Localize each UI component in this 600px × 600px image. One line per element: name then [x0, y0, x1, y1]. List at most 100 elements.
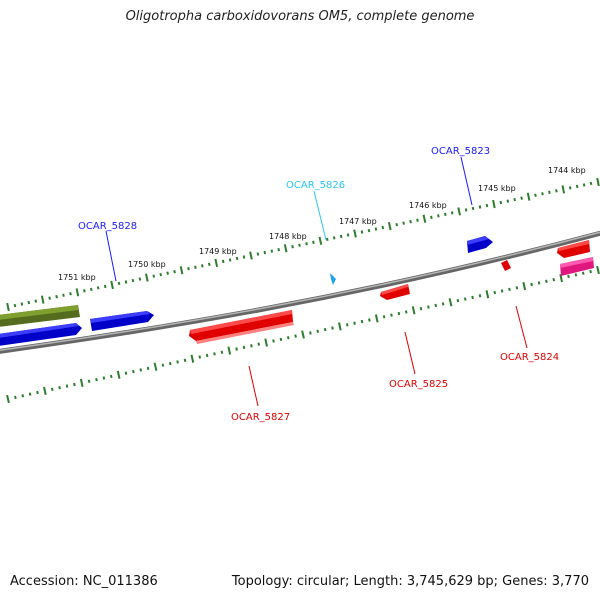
scale-tick: [50, 387, 54, 392]
scale-tick: [478, 294, 482, 298]
scale-tick: [13, 303, 17, 308]
scale-tick: [367, 228, 371, 233]
gene-red-right[interactable]: [557, 240, 590, 258]
scale-tick: [520, 196, 523, 200]
scale-tick: [242, 345, 246, 350]
scale-tick: [286, 336, 290, 340]
outer-scale-ticks: [6, 177, 600, 312]
leader-ocar-5827: [248, 365, 259, 407]
scale-tick: [437, 214, 440, 218]
scale-tick: [561, 185, 566, 194]
scale-tick: [492, 199, 496, 209]
gene-magenta[interactable]: [560, 257, 594, 276]
scale-tick: [346, 233, 350, 237]
scale-tick: [506, 199, 510, 203]
scale-tick: [58, 386, 61, 390]
scale-tick: [166, 271, 169, 275]
scale-tick: [301, 330, 305, 339]
scale-tick: [387, 221, 392, 231]
scale-tick: [508, 287, 511, 292]
gene-ocar-5828[interactable]: [90, 311, 154, 331]
scale-tick: [139, 368, 143, 372]
gene-label-ocar-5826: OCAR_5826: [286, 180, 345, 191]
scale-tick: [69, 292, 72, 296]
gene-ocar-5827[interactable]: [189, 310, 294, 344]
gene-ocar-5825[interactable]: [380, 284, 410, 300]
scale-tick: [589, 269, 592, 274]
scale-tick: [568, 186, 572, 190]
scale-tick: [256, 252, 260, 256]
scale-tick: [499, 200, 503, 205]
scale-tick: [235, 256, 239, 261]
scale-tick: [221, 259, 225, 264]
scale-tick: [397, 311, 401, 316]
scale-tick: [316, 329, 320, 333]
gene-olive[interactable]: [0, 305, 80, 327]
scale-tick: [596, 265, 600, 275]
scale-tick: [312, 240, 315, 244]
scale-tick: [353, 321, 356, 325]
scale-tick: [168, 361, 172, 366]
scale-tick: [220, 350, 224, 354]
scale-tick: [537, 281, 541, 285]
gene-ocar-5823[interactable]: [467, 236, 493, 253]
scale-tick: [331, 326, 334, 330]
scale-tick: [309, 331, 312, 335]
scale-tick: [456, 298, 460, 303]
scale-tick: [448, 298, 453, 307]
scale-tick: [326, 237, 329, 242]
scale-tick: [323, 327, 327, 332]
scale-tick: [242, 255, 246, 259]
gene-ocar-5826[interactable]: [330, 273, 336, 285]
scale-tick: [515, 286, 519, 290]
scale-tick: [153, 362, 158, 371]
scale-tick: [73, 382, 76, 387]
scale-tick: [279, 337, 283, 342]
scale-tick: [478, 205, 482, 209]
scale-tick: [40, 295, 45, 304]
scale-tick: [402, 221, 405, 225]
scale-tick: [360, 319, 364, 324]
scale-label-1746: 1746 kbp: [409, 201, 447, 210]
scale-tick: [294, 334, 297, 338]
scale-tick: [62, 293, 65, 297]
scale-tick: [187, 267, 190, 271]
scale-tick: [48, 296, 51, 300]
gene-label-ocar-5827: OCAR_5827: [231, 412, 290, 423]
scale-tick: [213, 352, 216, 356]
scale-tick: [430, 215, 433, 219]
genome-backbone: [0, 230, 600, 354]
scale-label-1745: 1745 kbp: [478, 184, 516, 193]
scale-tick: [457, 207, 461, 216]
scale-tick: [485, 290, 490, 299]
scale-tick: [485, 203, 489, 208]
scale-tick: [190, 354, 195, 363]
scale-label-1751: 1751 kbp: [58, 273, 96, 282]
scale-tick: [214, 258, 219, 268]
scale-tick: [173, 270, 176, 274]
scale-tick: [102, 376, 106, 380]
scale-tick: [381, 225, 385, 230]
scale-tick: [500, 289, 504, 293]
scale-tick: [138, 277, 142, 281]
scale-tick: [201, 264, 204, 268]
gene-label-ocar-5828: OCAR_5828: [78, 221, 137, 232]
gene-ocar-5824[interactable]: [501, 260, 511, 271]
scale-tick: [270, 249, 274, 253]
scale-tick: [548, 190, 551, 194]
scale-tick: [493, 290, 497, 295]
scale-tick: [55, 295, 58, 299]
gene-label-ocar-5825: OCAR_5825: [389, 379, 448, 390]
scale-tick: [161, 363, 165, 367]
scale-tick: [353, 229, 357, 238]
scale-tick: [116, 370, 121, 379]
map-title: Oligotropha carboxidovorans OM5, complet…: [125, 9, 475, 24]
gene-blue-left[interactable]: [0, 323, 82, 346]
scale-tick: [427, 305, 430, 309]
scale-tick: [360, 230, 364, 234]
scale-tick: [27, 300, 31, 305]
scale-tick: [382, 315, 386, 319]
scale-tick: [132, 369, 135, 374]
scale-tick: [235, 347, 238, 351]
